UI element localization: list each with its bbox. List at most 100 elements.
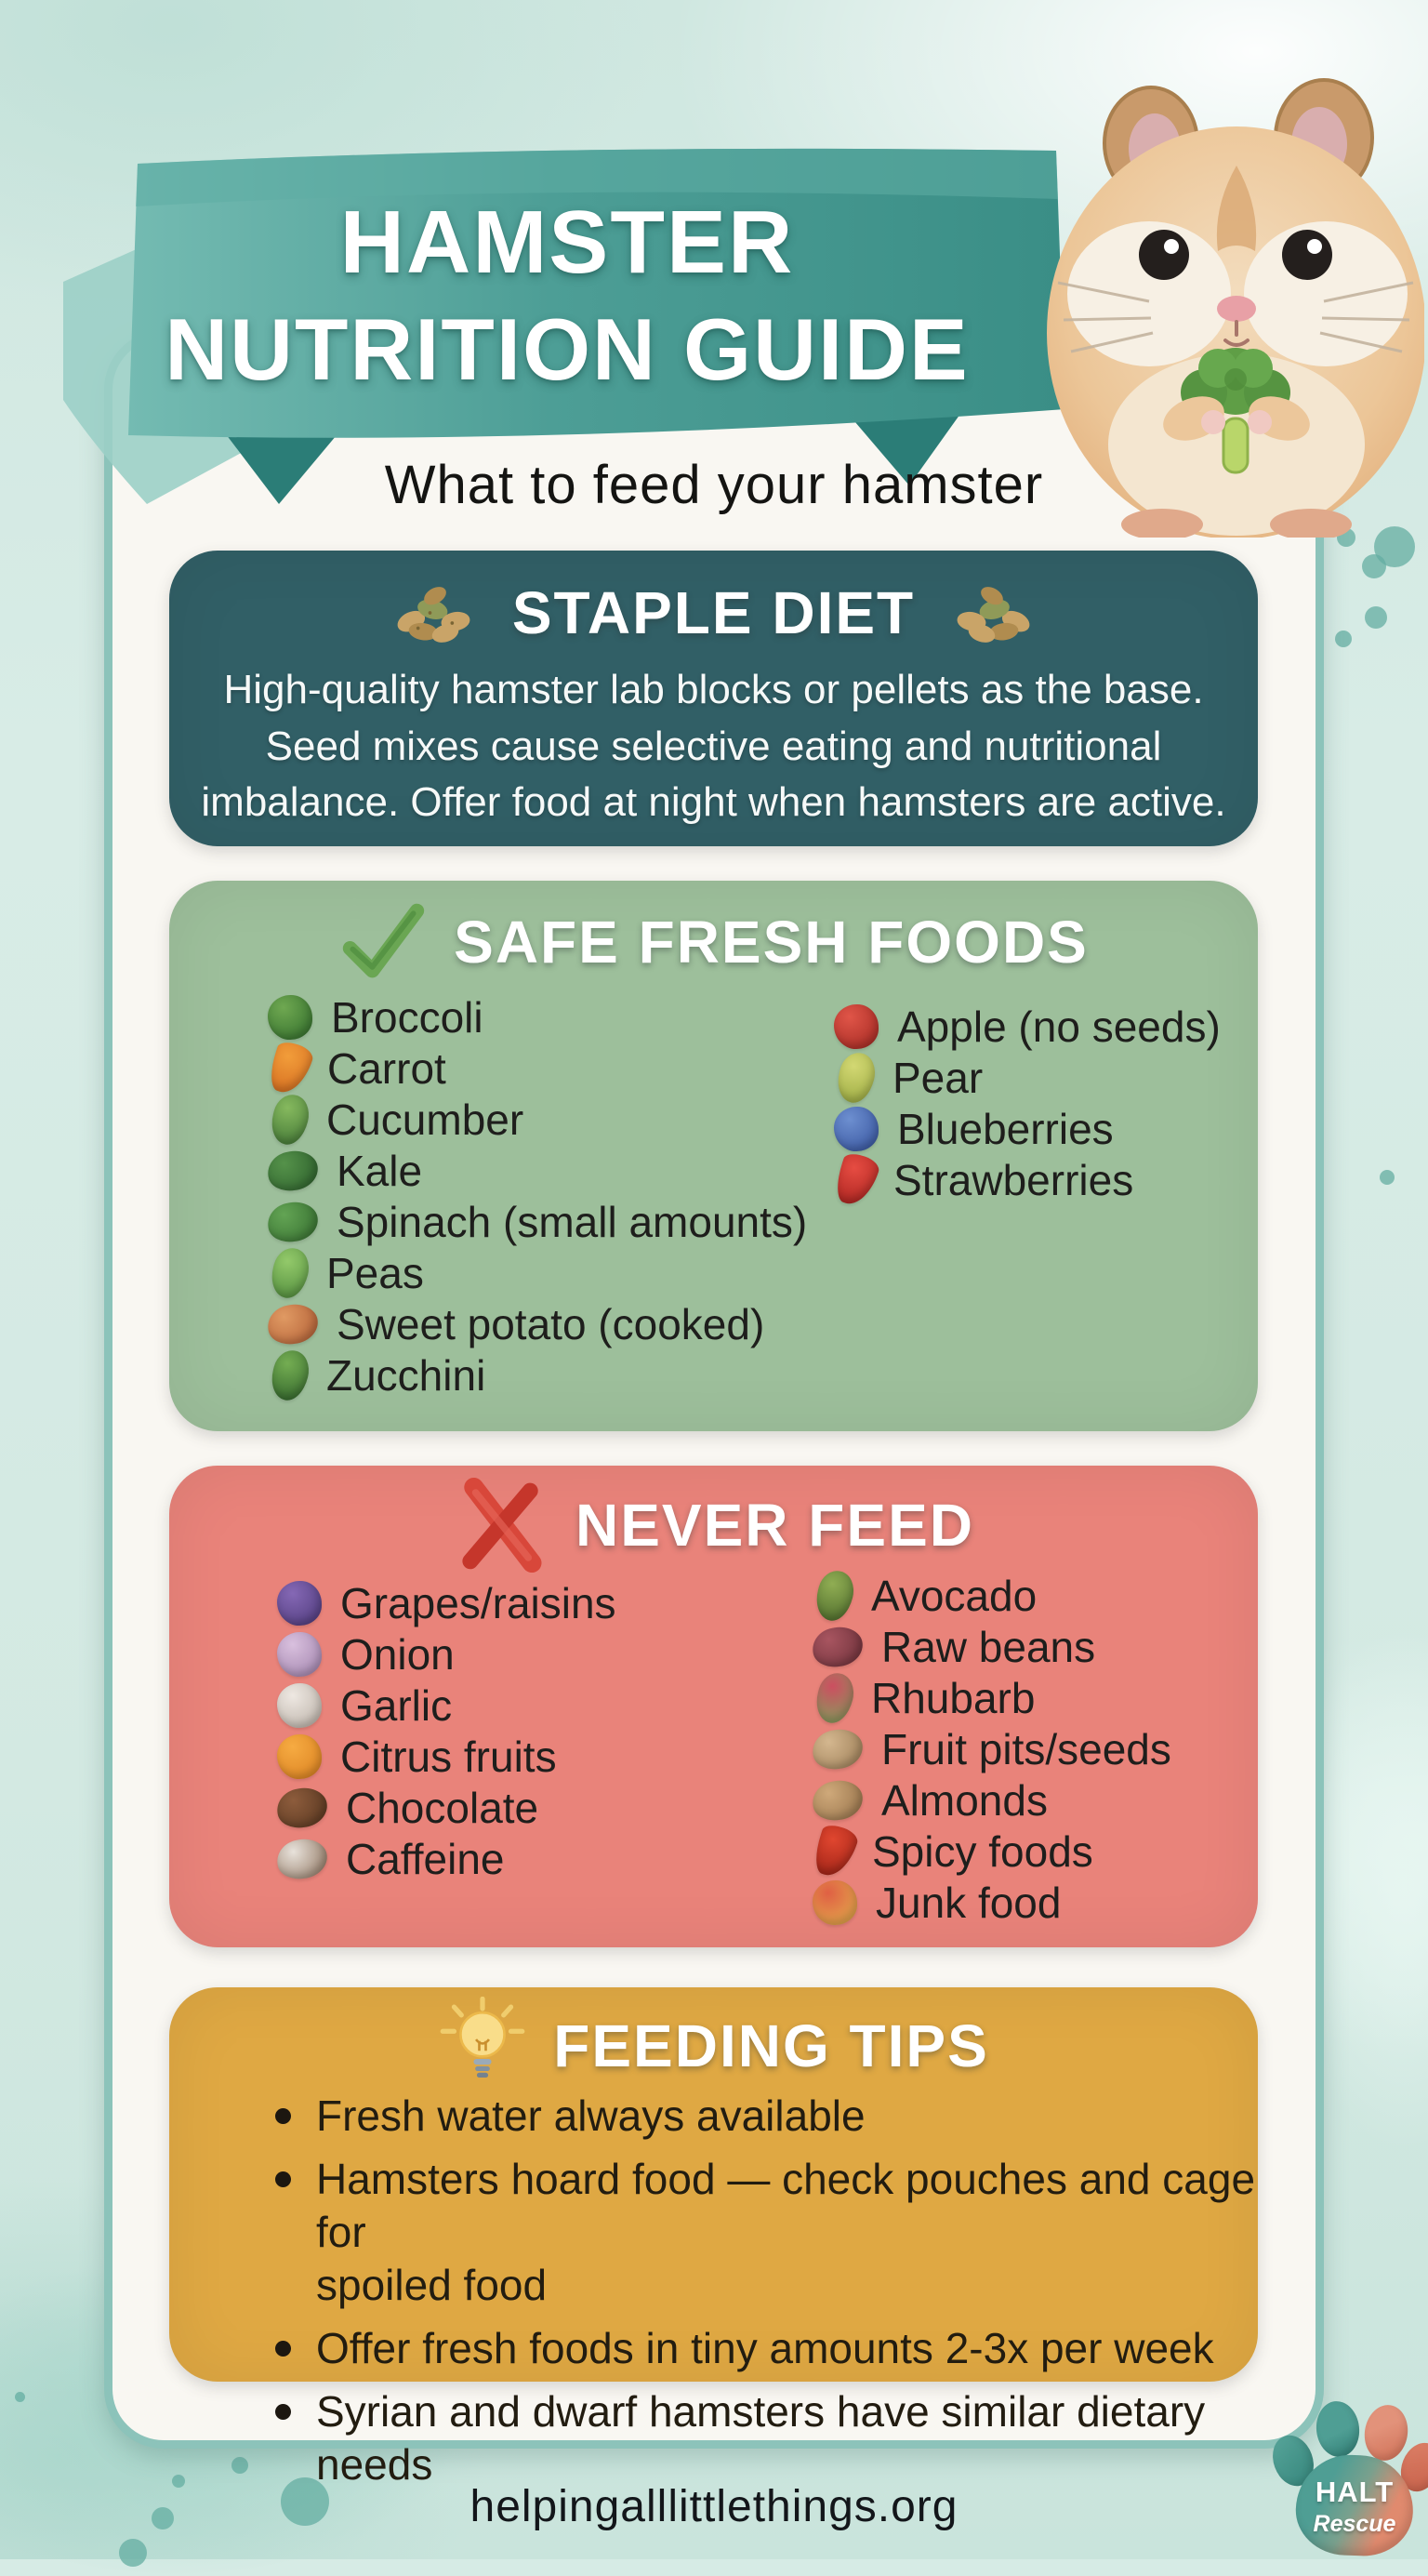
food-item: Rhubarb bbox=[812, 1668, 1171, 1727]
food-label: Peas bbox=[326, 1248, 424, 1297]
watercolor-dot bbox=[152, 2507, 174, 2530]
feeding-tips-header: FEEDING TIPS bbox=[169, 1987, 1258, 2095]
food-label: Blueberries bbox=[897, 1104, 1114, 1153]
grapes-icon bbox=[277, 1580, 322, 1626]
hamster-feet bbox=[1121, 509, 1352, 538]
garlic-icon bbox=[277, 1682, 322, 1728]
feeding-tips-list: Fresh water always available Hamsters ho… bbox=[262, 2090, 1285, 2502]
chocolate-icon bbox=[274, 1784, 330, 1831]
food-label: Rhubarb bbox=[871, 1673, 1036, 1722]
blueberries-icon bbox=[834, 1106, 879, 1151]
watercolor-dot bbox=[1365, 606, 1387, 629]
page-title-line1: HAMSTER bbox=[339, 193, 795, 292]
halt-rescue-logo: HALT Rescue bbox=[1265, 2397, 1428, 2558]
peas-icon bbox=[267, 1243, 313, 1302]
never-feed-left-column: Grapes/raisins Onion Garlic Citrus fruit… bbox=[274, 1577, 616, 1884]
never-feed-title: NEVER FEED bbox=[575, 1492, 974, 1559]
strawberries-icon bbox=[830, 1149, 882, 1210]
rhubarb-icon bbox=[812, 1668, 858, 1727]
feeding-tip: Hamsters hoard food — check pouches and … bbox=[262, 2153, 1285, 2312]
ribbon-fold-left bbox=[223, 424, 346, 504]
broccoli-icon bbox=[268, 994, 312, 1040]
food-item: Cucumber bbox=[267, 1090, 807, 1149]
watercolor-dot bbox=[172, 2475, 185, 2488]
section-never-feed: NEVER FEED Grapes/raisins Onion Garlic bbox=[169, 1466, 1258, 1947]
food-label: Chocolate bbox=[346, 1783, 539, 1832]
food-label: Cucumber bbox=[326, 1095, 524, 1144]
chili-icon bbox=[809, 1821, 861, 1881]
avocado-icon bbox=[812, 1566, 858, 1625]
staple-diet-header: STAPLE DIET bbox=[169, 551, 1258, 647]
food-label: Strawberries bbox=[893, 1155, 1134, 1204]
safe-foods-title: SAFE FRESH FOODS bbox=[454, 909, 1089, 976]
food-label: Pear bbox=[892, 1053, 984, 1102]
food-item: Caffeine bbox=[274, 1833, 616, 1884]
logo-text: HALT Rescue bbox=[1296, 2476, 1413, 2538]
food-label: Almonds bbox=[881, 1775, 1048, 1825]
zucchini-icon bbox=[267, 1346, 313, 1404]
food-label: Onion bbox=[340, 1629, 455, 1679]
lightbulb-icon bbox=[440, 1997, 525, 2078]
x-icon bbox=[462, 1477, 542, 1573]
hamster-whiskers bbox=[1057, 281, 1414, 353]
food-label: Carrot bbox=[327, 1043, 446, 1093]
food-item: Grapes/raisins bbox=[277, 1577, 616, 1628]
food-item: Raw beans bbox=[810, 1621, 1171, 1672]
food-label: Avocado bbox=[871, 1571, 1038, 1620]
food-item: Pear bbox=[833, 1048, 1221, 1107]
hamster-paws bbox=[1163, 396, 1310, 441]
page-subtitle: What to feed your hamster bbox=[384, 455, 1044, 515]
food-label: Grapes/raisins bbox=[340, 1578, 616, 1627]
food-label: Apple (no seeds) bbox=[897, 1002, 1221, 1051]
food-label: Broccoli bbox=[331, 992, 483, 1042]
section-safe-foods: SAFE FRESH FOODS Broccoli Carrot Cucumbe… bbox=[169, 881, 1258, 1431]
junk-food-icon bbox=[813, 1879, 857, 1925]
never-feed-header: NEVER FEED bbox=[169, 1466, 1258, 1573]
food-label: Raw beans bbox=[881, 1622, 1096, 1671]
logo-text-line1: HALT bbox=[1315, 2476, 1395, 2508]
food-item: Almonds bbox=[810, 1774, 1171, 1826]
spinach-icon bbox=[265, 1198, 321, 1245]
pellets-icon bbox=[397, 587, 470, 643]
food-label: Junk food bbox=[876, 1878, 1062, 1927]
food-item: Junk food bbox=[813, 1877, 1171, 1928]
feeding-tip: Fresh water always available bbox=[262, 2090, 1285, 2143]
feeding-tip: Syrian and dwarf hamsters have similar d… bbox=[262, 2385, 1285, 2491]
sweet-potato-icon bbox=[265, 1300, 321, 1348]
food-item: Sweet potato (cooked) bbox=[265, 1298, 807, 1349]
staple-diet-body: High-quality hamster lab blocks or pelle… bbox=[201, 667, 1226, 826]
safe-foods-left-column: Broccoli Carrot Cucumber Kale bbox=[264, 991, 807, 1404]
staple-diet-title: STAPLE DIET bbox=[511, 579, 916, 646]
logo-text-line2: Rescue bbox=[1313, 2511, 1396, 2537]
food-label: Fruit pits/seeds bbox=[881, 1724, 1171, 1773]
apple-icon bbox=[834, 1003, 879, 1049]
food-item: Chocolate bbox=[274, 1782, 616, 1833]
safe-foods-right-column: Apple (no seeds) Pear Blueberries Strawb… bbox=[830, 1001, 1221, 1210]
hamster-nose bbox=[1217, 296, 1256, 322]
food-label: Citrus fruits bbox=[340, 1732, 557, 1781]
paw-toe bbox=[1360, 2401, 1412, 2464]
food-item: Broccoli bbox=[268, 991, 807, 1042]
fruit-pits-icon bbox=[810, 1725, 866, 1773]
food-item: Onion bbox=[277, 1628, 616, 1680]
food-item: Garlic bbox=[277, 1680, 616, 1731]
food-item: Spicy foods bbox=[809, 1821, 1171, 1881]
cucumber-icon bbox=[267, 1090, 313, 1149]
food-item: Spinach (small amounts) bbox=[265, 1196, 807, 1247]
coffee-icon bbox=[274, 1835, 330, 1882]
food-item: Blueberries bbox=[834, 1103, 1221, 1154]
watercolor-dot bbox=[1362, 554, 1386, 578]
section-feeding-tips: FEEDING TIPS Fresh water always availabl… bbox=[169, 1987, 1258, 2489]
pellets-icon bbox=[957, 587, 1030, 643]
watercolor-dot bbox=[119, 2539, 147, 2567]
food-item: Kale bbox=[265, 1145, 807, 1196]
carrot-icon bbox=[264, 1038, 316, 1098]
food-item: Avocado bbox=[812, 1566, 1171, 1625]
onion-icon bbox=[277, 1631, 322, 1677]
website-url: helpingalllittlethings.org bbox=[469, 2482, 959, 2531]
food-item: Citrus fruits bbox=[277, 1731, 616, 1782]
food-item: Fruit pits/seeds bbox=[810, 1723, 1171, 1774]
kale-icon bbox=[265, 1147, 321, 1194]
food-item: Zucchini bbox=[267, 1346, 807, 1404]
